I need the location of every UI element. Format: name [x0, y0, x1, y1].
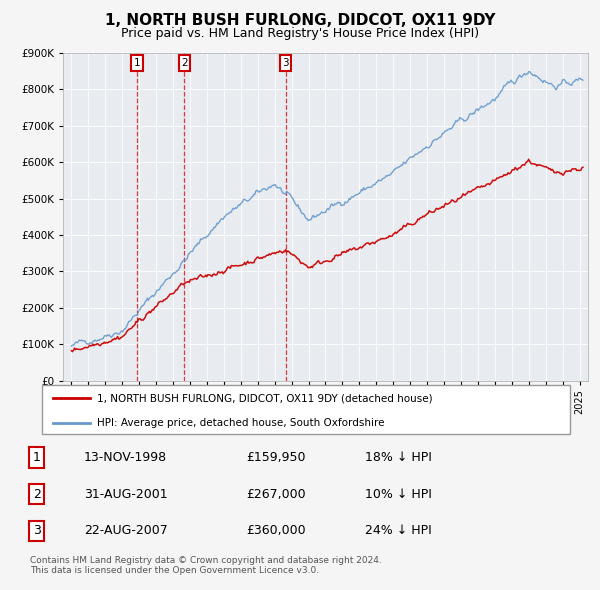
Text: 31-AUG-2001: 31-AUG-2001 [84, 487, 167, 501]
Text: £159,950: £159,950 [246, 451, 305, 464]
Text: 24% ↓ HPI: 24% ↓ HPI [365, 525, 431, 537]
Text: 1, NORTH BUSH FURLONG, DIDCOT, OX11 9DY (detached house): 1, NORTH BUSH FURLONG, DIDCOT, OX11 9DY … [97, 394, 433, 404]
Text: 2: 2 [33, 487, 41, 501]
Text: 18% ↓ HPI: 18% ↓ HPI [365, 451, 431, 464]
Text: Contains HM Land Registry data © Crown copyright and database right 2024.
This d: Contains HM Land Registry data © Crown c… [30, 556, 382, 575]
Text: 1, NORTH BUSH FURLONG, DIDCOT, OX11 9DY: 1, NORTH BUSH FURLONG, DIDCOT, OX11 9DY [105, 13, 495, 28]
Text: £360,000: £360,000 [246, 525, 305, 537]
Text: 1: 1 [33, 451, 41, 464]
FancyBboxPatch shape [42, 385, 570, 434]
Text: 22-AUG-2007: 22-AUG-2007 [84, 525, 168, 537]
Text: £267,000: £267,000 [246, 487, 305, 501]
Text: 3: 3 [33, 525, 41, 537]
Text: 13-NOV-1998: 13-NOV-1998 [84, 451, 167, 464]
Text: Price paid vs. HM Land Registry's House Price Index (HPI): Price paid vs. HM Land Registry's House … [121, 27, 479, 40]
Text: 2: 2 [181, 58, 188, 68]
Text: 10% ↓ HPI: 10% ↓ HPI [365, 487, 431, 501]
Text: HPI: Average price, detached house, South Oxfordshire: HPI: Average price, detached house, Sout… [97, 418, 385, 428]
Text: 3: 3 [282, 58, 289, 68]
Text: 1: 1 [134, 58, 140, 68]
